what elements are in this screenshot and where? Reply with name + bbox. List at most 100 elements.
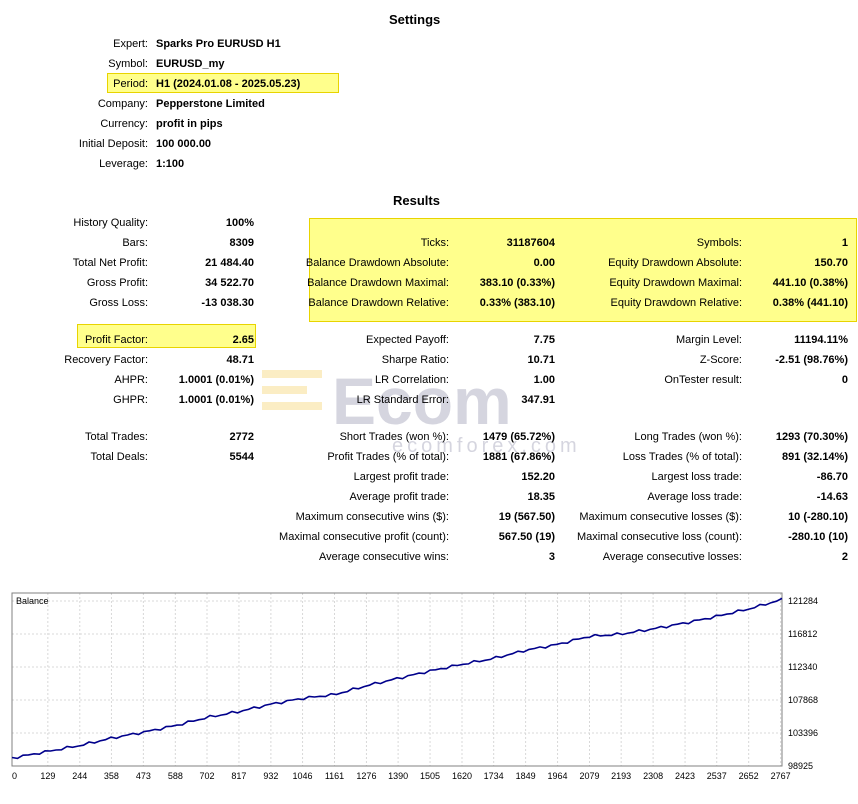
x-tick-label: 2767 bbox=[771, 771, 791, 781]
result-col2-row-value: 0.00 bbox=[533, 257, 555, 269]
result-col1-row-label: History Quality: bbox=[73, 217, 148, 229]
result-col2-row-value: 18.35 bbox=[527, 491, 555, 503]
result-col2-row-label: Sharpe Ratio: bbox=[381, 354, 449, 366]
x-tick-label: 2537 bbox=[707, 771, 727, 781]
x-tick-label: 1734 bbox=[484, 771, 504, 781]
result-col1-row-value: 8309 bbox=[229, 237, 254, 249]
watermark-domain: ecomforex.com bbox=[392, 435, 581, 457]
result-col2-row-label: Balance Drawdown Relative: bbox=[308, 297, 449, 309]
result-col3-row-label: Equity Drawdown Absolute: bbox=[608, 257, 742, 269]
result-col3-row-value: -280.10 (10) bbox=[788, 531, 848, 543]
result-col1-row-label: Total Net Profit: bbox=[72, 257, 148, 269]
result-col3-row-label: Loss Trades (% of total): bbox=[622, 451, 742, 463]
result-col1-row-value: 48.71 bbox=[226, 354, 254, 366]
ecom-watermark-logo: Ecom ecomforex.com bbox=[262, 364, 581, 457]
result-col3-row-label: Average consecutive losses: bbox=[602, 551, 742, 563]
result-col3-row-label: Symbols: bbox=[696, 237, 742, 249]
settings-row-label: Initial Deposit: bbox=[78, 138, 148, 150]
result-col3-row-label: Equity Drawdown Relative: bbox=[610, 297, 742, 309]
result-col3-row-label: Margin Level: bbox=[675, 334, 742, 346]
x-tick-label: 702 bbox=[199, 771, 214, 781]
y-tick-label: 103396 bbox=[788, 728, 818, 738]
settings-row-label: Expert: bbox=[113, 38, 148, 50]
settings-row-value: profit in pips bbox=[156, 118, 223, 130]
result-col2-row-value: 19 (567.50) bbox=[498, 511, 555, 523]
result-col2-row-label: Average consecutive wins: bbox=[318, 551, 449, 563]
result-col2-row-label: LR Correlation: bbox=[375, 374, 449, 386]
y-tick-label: 116812 bbox=[788, 629, 817, 639]
x-tick-label: 932 bbox=[263, 771, 278, 781]
result-col2-row-label: Ticks: bbox=[420, 237, 449, 249]
result-col3-row-value: 2 bbox=[841, 551, 848, 563]
results-title: Results bbox=[393, 193, 440, 208]
result-col2-row-value: 7.75 bbox=[533, 334, 555, 346]
watermark-brand: Ecom bbox=[332, 364, 512, 438]
result-col3-row-value: 11194.11% bbox=[794, 334, 848, 346]
result-col1-row-label: Total Trades: bbox=[85, 431, 148, 443]
result-col1-row-value: 1.0001 (0.01%) bbox=[178, 394, 254, 406]
result-col2-row-label: Maximal consecutive profit (count): bbox=[279, 531, 449, 543]
result-col1-row-value: 34 522.70 bbox=[205, 277, 254, 289]
result-col3-row-value: -86.70 bbox=[816, 471, 848, 483]
settings-row-value: Pepperstone Limited bbox=[156, 98, 265, 110]
chart-legend-label: Balance bbox=[16, 596, 49, 606]
result-col3-row-label: OnTester result: bbox=[664, 374, 742, 386]
result-col2-row-value: 31187604 bbox=[506, 237, 555, 249]
plot-frame bbox=[11, 592, 783, 767]
result-col3-row-value: 891 (32.14%) bbox=[781, 451, 848, 463]
result-col1-row-value: 1.0001 (0.01%) bbox=[178, 374, 254, 386]
settings-row-label: Leverage: bbox=[99, 158, 148, 170]
y-tick-label: 112340 bbox=[788, 662, 817, 672]
result-col3-row-value: 1 bbox=[841, 237, 848, 249]
result-col2-row-label: Short Trades (won %): bbox=[339, 431, 449, 443]
result-col2-row-value: 3 bbox=[548, 551, 555, 563]
x-tick-label: 1620 bbox=[452, 771, 472, 781]
result-col2-row-value: 1881 (67.86%) bbox=[482, 451, 555, 463]
result-col2-row-value: 10.71 bbox=[527, 354, 555, 366]
result-col2-row-label: Expected Payoff: bbox=[366, 334, 449, 346]
result-col2-row-label: LR Standard Error: bbox=[356, 394, 449, 406]
result-col1-row-value: 100% bbox=[225, 217, 254, 229]
balance-series-line bbox=[11, 597, 783, 760]
x-tick-label: 0 bbox=[12, 771, 17, 781]
x-tick-label: 1390 bbox=[388, 771, 408, 781]
result-col1-row-value: -13 038.30 bbox=[201, 297, 254, 309]
period-highlight bbox=[107, 73, 339, 93]
result-col3-row-label: Average loss trade: bbox=[647, 491, 742, 503]
result-col1-row-label: Profit Factor: bbox=[85, 334, 148, 346]
result-col3-row-label: Maximal consecutive loss (count): bbox=[576, 531, 742, 543]
drawdown-highlight bbox=[309, 218, 857, 322]
result-col2-row-value: 347.91 bbox=[521, 394, 555, 406]
result-col1-row-value: 21 484.40 bbox=[205, 257, 254, 269]
result-col2-row-value: 0.33% (383.10) bbox=[479, 297, 555, 309]
result-col3-row-label: Maximum consecutive losses ($): bbox=[579, 511, 742, 523]
result-col3-row-label: Equity Drawdown Maximal: bbox=[609, 277, 742, 289]
balance-chart-svg: Balance 0 129 244 358 473 588 702 817 932 1046 1161… bbox=[11, 592, 818, 781]
result-col1-row-label: Gross Loss: bbox=[89, 297, 148, 309]
result-col1-row-value: 2.65 bbox=[232, 334, 254, 346]
result-col3-row-value: 10 (-280.10) bbox=[788, 511, 848, 523]
result-col3-row-label: Z-Score: bbox=[699, 354, 742, 366]
x-tick-label: 1849 bbox=[516, 771, 536, 781]
result-col1-row-label: AHPR: bbox=[114, 374, 148, 386]
balance-chart: Balance 0 129 244 358 473 588 702 817 932 1046 1161… bbox=[10, 591, 858, 801]
result-col3-row-value: 0.38% (441.10) bbox=[772, 297, 848, 309]
x-tick-label: 244 bbox=[72, 771, 87, 781]
result-col1-row-label: GHPR: bbox=[113, 394, 148, 406]
result-col3-row-value: 0 bbox=[841, 374, 848, 386]
result-col2-row-label: Balance Drawdown Absolute: bbox=[305, 257, 449, 269]
result-col2-row-value: 152.20 bbox=[521, 471, 555, 483]
x-tick-label: 1505 bbox=[420, 771, 440, 781]
result-col3-row-value: 150.70 bbox=[814, 257, 848, 269]
settings-row-label: Symbol: bbox=[108, 58, 148, 70]
result-col2-row-value: 1479 (65.72%) bbox=[482, 431, 555, 443]
settings-row-label: Period: bbox=[113, 78, 148, 90]
result-col3-row-value: -14.63 bbox=[816, 491, 848, 503]
result-col1-row-label: Total Deals: bbox=[90, 451, 148, 463]
y-tick-label: 98925 bbox=[788, 761, 813, 771]
result-col2-row-value: 1.00 bbox=[533, 374, 555, 386]
x-tick-label: 1046 bbox=[293, 771, 313, 781]
result-col3-row-value: 1293 (70.30%) bbox=[775, 431, 848, 443]
result-col3-row-value: -2.51 (98.76%) bbox=[775, 354, 848, 366]
settings-row-label: Company: bbox=[97, 98, 148, 110]
